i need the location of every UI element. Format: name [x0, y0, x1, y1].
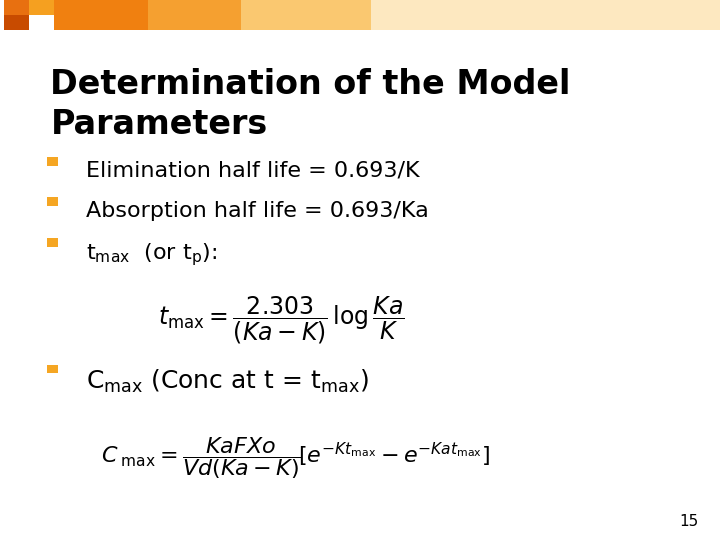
Bar [371, 0, 720, 30]
Text: Absorption half life = 0.693/Ka: Absorption half life = 0.693/Ka [86, 201, 429, 221]
Bar [47, 365, 58, 374]
Text: $\mathit{t}_{\mathrm{max}} = \dfrac{2.303}{(\mathit{Ka}-\mathit{K})}\,\log\dfrac: $\mathit{t}_{\mathrm{max}} = \dfrac{2.30… [158, 294, 405, 346]
Text: $\mathregular{C}_{\mathregular{max}}$ (Conc at t = $\mathregular{t}_{\mathregula: $\mathregular{C}_{\mathregular{max}}$ (C… [86, 368, 369, 395]
Text: 15: 15 [679, 514, 698, 529]
Bar [47, 157, 58, 166]
Bar [29, 0, 54, 15]
Text: $\mathit{C}\,_{\mathrm{max}} = \dfrac{\mathit{KaFXo}}{\mathit{Vd}(\mathit{Ka}-\m: $\mathit{C}\,_{\mathrm{max}} = \dfrac{\m… [101, 435, 490, 481]
Bar [241, 0, 371, 30]
Bar [4, 0, 29, 15]
Bar [4, 15, 29, 30]
Bar [54, 0, 148, 30]
Bar [148, 0, 241, 30]
Text: Determination of the Model: Determination of the Model [50, 68, 571, 100]
Text: Elimination half life = 0.693/K: Elimination half life = 0.693/K [86, 160, 420, 180]
Text: Parameters: Parameters [50, 108, 268, 141]
Bar [47, 238, 58, 247]
Text: $\mathregular{t}_{\mathregular{max}}$  (or $\mathregular{t}_{\mathregular{p}}$):: $\mathregular{t}_{\mathregular{max}}$ (o… [86, 241, 217, 268]
Bar [47, 198, 58, 206]
